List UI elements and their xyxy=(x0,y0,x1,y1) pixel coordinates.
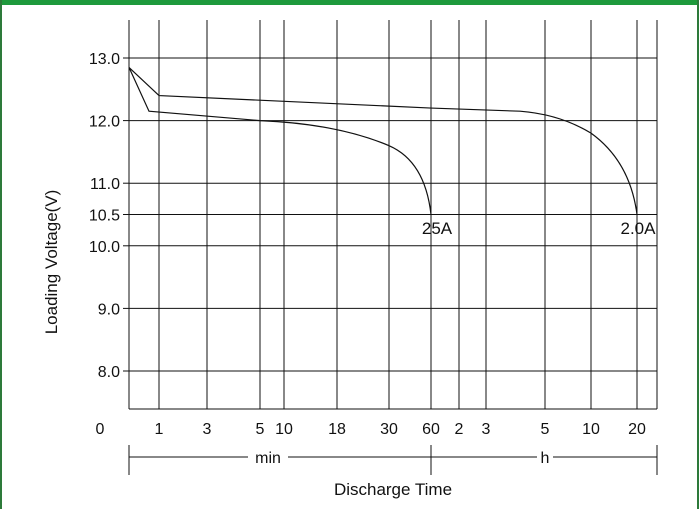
y-tick-label: 12.0 xyxy=(89,114,120,131)
x-tick-label: 5 xyxy=(256,421,265,438)
x-tick-label: 3 xyxy=(203,421,212,438)
y-tick-labels: 13.0 12.0 11.0 10.5 10.0 9.0 8.0 xyxy=(89,51,120,381)
frame-left-border xyxy=(0,0,2,509)
y-tick-label: 8.0 xyxy=(98,364,120,381)
y-tick-label: 13.0 xyxy=(89,51,120,68)
x-tick-label: 5 xyxy=(541,421,550,438)
origin-label: 0 xyxy=(96,421,105,438)
y-tick-label: 9.0 xyxy=(98,301,120,318)
x-tick-label: 10 xyxy=(275,421,293,438)
x-tick-label: 18 xyxy=(328,421,346,438)
x-tick-label: 60 xyxy=(422,421,440,438)
curve-2a xyxy=(128,66,638,215)
header-accent-bar xyxy=(0,0,699,5)
grid xyxy=(123,20,658,410)
series-label-2a: 2.0A xyxy=(621,219,657,238)
x-axis-label: Discharge Time xyxy=(334,480,452,499)
x-tick-label: 1 xyxy=(155,421,164,438)
x-tick-label: 20 xyxy=(628,421,646,438)
curves xyxy=(128,66,638,215)
unit-label-min: min xyxy=(255,450,281,467)
curve-25a xyxy=(128,67,432,215)
x-unit-brackets: min h xyxy=(128,445,658,475)
y-tick-label: 11.0 xyxy=(90,176,120,193)
x-tick-label: 30 xyxy=(380,421,398,438)
x-tick-label: 3 xyxy=(482,421,491,438)
y-tick-label: 10.0 xyxy=(89,239,120,256)
x-tick-label: 2 xyxy=(455,421,464,438)
frame-right-border xyxy=(697,0,699,509)
series-label-25a: 25A xyxy=(422,219,453,238)
x-tick-labels: 1 3 5 10 18 30 60 2 3 5 10 20 xyxy=(155,421,646,438)
x-tick-label: 10 xyxy=(582,421,600,438)
y-tick-label: 10.5 xyxy=(89,208,120,225)
y-axis-label: Loading Voltage(V) xyxy=(42,190,61,335)
unit-label-h: h xyxy=(541,450,550,467)
